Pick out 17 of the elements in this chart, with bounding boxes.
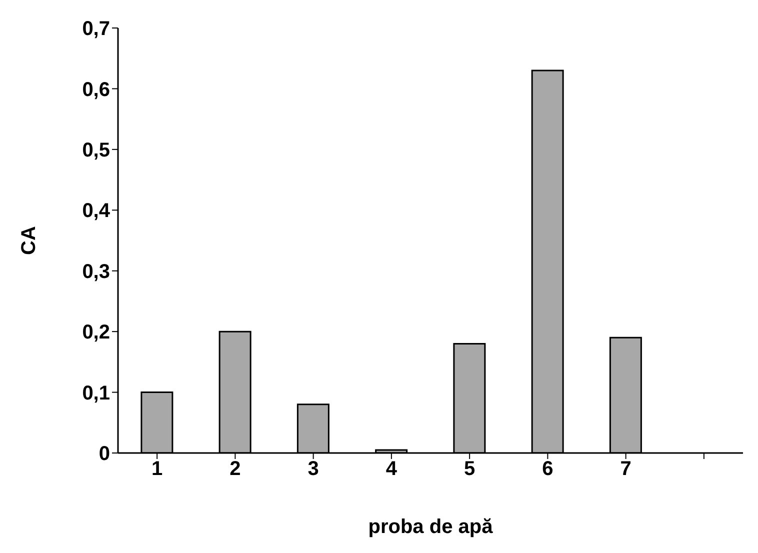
y-tick-label: 0,2 [82, 322, 110, 344]
x-axis-title: proba de apă [368, 516, 494, 538]
x-tick-label: 4 [386, 458, 398, 480]
y-tick-label: 0,5 [82, 140, 110, 162]
x-tick-label: 7 [620, 458, 632, 480]
x-tick-label: 3 [308, 458, 319, 480]
y-tick-label: 0,1 [82, 382, 110, 404]
y-tick-label: 0,6 [82, 78, 110, 101]
x-tick-label: 2 [230, 458, 241, 480]
x-tick-label: 1 [152, 458, 163, 480]
x-tick-label: 5 [464, 458, 476, 480]
y-axis-title: CA [18, 226, 40, 255]
y-tick-label: 0,7 [82, 18, 110, 40]
y-tick-label: 0 [98, 443, 110, 466]
y-tick-label: 0,3 [82, 260, 110, 283]
x-tick-label: 6 [542, 458, 554, 480]
y-tick-label: 0,4 [82, 200, 111, 222]
